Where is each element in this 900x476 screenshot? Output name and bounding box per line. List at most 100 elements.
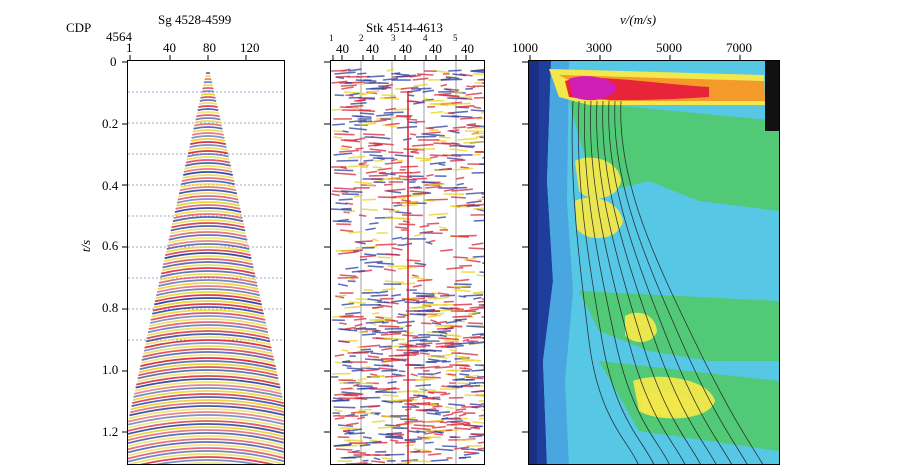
stack-reflection-segment bbox=[454, 427, 472, 431]
stack-reflection-segment bbox=[357, 72, 367, 75]
stack-reflection-segment bbox=[483, 406, 484, 408]
stack-reflection-segment bbox=[381, 347, 393, 351]
stack-reflection-segment bbox=[479, 271, 484, 274]
stack-reflection-segment bbox=[396, 463, 409, 464]
stack-reflection-segment bbox=[454, 289, 471, 293]
stack-reflection-segment bbox=[416, 73, 434, 76]
gather-reflection-event bbox=[183, 171, 233, 176]
stack-reflection-segment bbox=[410, 373, 418, 377]
stack-reflection-segment bbox=[382, 77, 399, 81]
gather-reflection-event bbox=[128, 438, 284, 451]
stack-reflection-segment bbox=[388, 209, 400, 213]
stack-reflection-segment bbox=[348, 127, 367, 131]
stack-reflection-segment bbox=[413, 233, 423, 237]
stack-reflection-segment bbox=[353, 382, 374, 385]
stack-reflection-segment bbox=[345, 311, 361, 315]
gather-reflection-event bbox=[162, 261, 254, 269]
stack-reflection-segment bbox=[337, 424, 354, 428]
stack-reflection-segment bbox=[415, 343, 431, 347]
stack-reflection-segment bbox=[466, 85, 476, 89]
gather-reflection-event bbox=[187, 150, 229, 155]
stack-reflection-segment bbox=[385, 319, 395, 322]
stack-reflection-segment bbox=[455, 278, 470, 282]
stack-reflection-segment bbox=[401, 298, 420, 302]
stack-reflection-segment bbox=[400, 165, 419, 168]
stack-reflection-segment bbox=[366, 75, 385, 78]
stack-reflection-segment bbox=[432, 405, 443, 408]
velocity-contour-line bbox=[596, 100, 701, 464]
stack-reflection-segment bbox=[416, 430, 426, 434]
stack-reflection-segment bbox=[479, 393, 484, 396]
gather-reflection-event bbox=[169, 231, 247, 238]
gather-reflection-event bbox=[154, 459, 261, 464]
gather-reflection-event bbox=[200, 96, 216, 99]
stack-reflection-segment bbox=[347, 277, 355, 281]
stack-reflection-segment bbox=[465, 92, 483, 96]
stack-reflection-segment bbox=[344, 305, 362, 309]
stack-reflection-segment bbox=[428, 334, 442, 337]
stack-reflection-segment bbox=[464, 308, 479, 312]
stack-reflection-segment bbox=[435, 341, 455, 345]
stack-reflection-segment bbox=[468, 311, 478, 315]
stack-reflection-segment bbox=[479, 136, 484, 139]
stack-reflection-segment bbox=[425, 127, 434, 130]
stack-reflection-segment bbox=[382, 124, 397, 128]
gather-reflection-event bbox=[179, 186, 237, 192]
stack-reflection-segment bbox=[456, 182, 464, 186]
stack-reflection-segment bbox=[360, 166, 369, 169]
stack-reflection-segment bbox=[385, 107, 397, 111]
stack-reflection-segment bbox=[439, 226, 447, 230]
stack-reflection-segment bbox=[472, 207, 484, 210]
stack-reflection-segment bbox=[334, 409, 343, 413]
stack-reflection-segment bbox=[401, 237, 408, 240]
stack-reflection-segment bbox=[348, 230, 363, 234]
stack-reflection-segment bbox=[385, 253, 401, 256]
stack-reflection-segment bbox=[455, 364, 471, 368]
stack-reflection-segment bbox=[347, 428, 363, 432]
time-tick: 0.2 bbox=[102, 116, 119, 131]
stack-reflection-segment bbox=[395, 211, 412, 215]
stack-reflection-segment bbox=[427, 358, 440, 362]
stack-reflection-segment bbox=[409, 460, 431, 463]
stack-title: Stk 4514-4613 bbox=[366, 20, 443, 35]
stack-reflection-segment bbox=[377, 167, 392, 171]
stack-reflection-segment bbox=[416, 301, 434, 304]
stack-reflection-segment bbox=[411, 87, 432, 90]
stack-reflection-segment bbox=[359, 122, 377, 126]
stack-reflection-segment bbox=[424, 419, 444, 423]
stack-reflection-segment bbox=[455, 176, 465, 180]
stack-reflection-segment bbox=[429, 129, 439, 132]
gather-reflection-event bbox=[128, 429, 284, 441]
gather-wiggle-plot bbox=[128, 72, 284, 464]
stack-reflection-segment bbox=[464, 257, 477, 261]
stack-reflection-segment bbox=[420, 349, 442, 352]
stack-reflection-segment bbox=[347, 68, 362, 72]
stack-reflection-segment bbox=[364, 358, 384, 362]
gather-reflection-event bbox=[156, 285, 260, 293]
stack-reflection-segment bbox=[392, 236, 403, 240]
stack-reflection-segment bbox=[374, 143, 381, 147]
stack-reflection-segment bbox=[334, 416, 345, 420]
stack-reflection-segment bbox=[333, 169, 354, 172]
gather-reflection-event bbox=[173, 213, 243, 220]
stack-reflection-segment bbox=[438, 94, 460, 98]
stack-panel-tick: 40 bbox=[461, 41, 474, 56]
gather-reflection-event bbox=[165, 246, 251, 253]
stack-reflection-segment bbox=[483, 346, 484, 348]
stack-panel-number: 3 bbox=[391, 33, 396, 43]
stack-reflection-segment bbox=[401, 459, 418, 462]
stack-reflection-segment bbox=[477, 447, 484, 450]
stack-reflection-segment bbox=[387, 380, 397, 384]
stack-reflection-segment bbox=[428, 391, 447, 394]
stack-reflection-segment bbox=[463, 452, 480, 456]
stack-reflection-segment bbox=[355, 79, 377, 82]
stack-reflection-segment bbox=[482, 262, 484, 264]
stack-reflection-segment bbox=[376, 116, 398, 120]
stack-reflection-segment bbox=[333, 398, 350, 402]
stack-reflection-segment bbox=[338, 251, 357, 255]
gather-reflection-event bbox=[176, 201, 240, 207]
velocity-right-edge-dark bbox=[765, 61, 779, 131]
stack-reflection-segment bbox=[443, 88, 452, 91]
stack-panel-tick: 40 bbox=[429, 41, 442, 56]
stack-reflection-segment bbox=[441, 416, 449, 420]
